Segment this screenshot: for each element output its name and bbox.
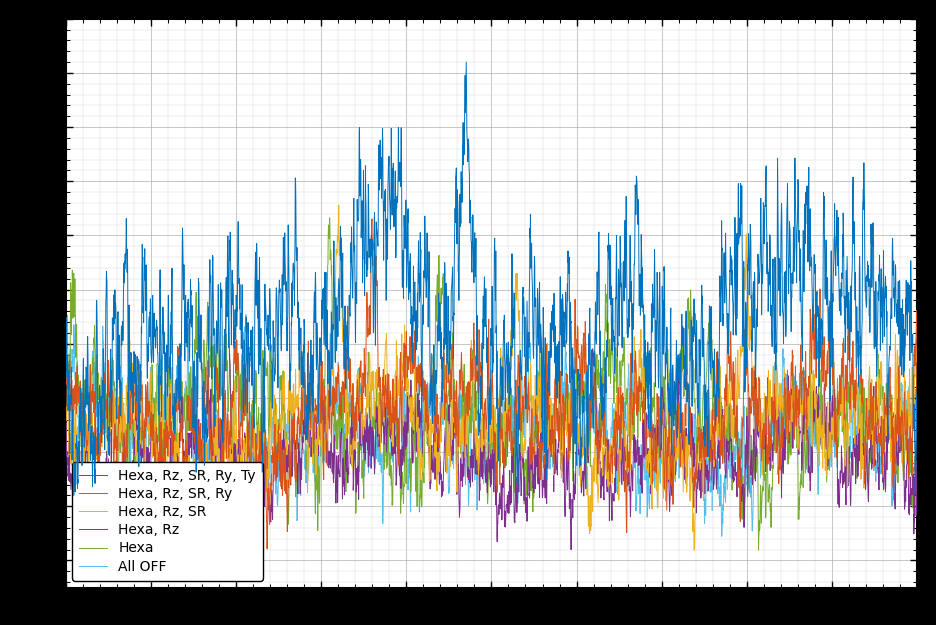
- Hexa, Rz, SR, Ry: [60, 439, 71, 446]
- All OFF: [60, 376, 71, 383]
- Hexa, Rz: [896, 405, 907, 412]
- Line: Hexa, Rz, SR: Hexa, Rz, SR: [66, 205, 917, 550]
- Line: Hexa, Rz, SR, Ry: Hexa, Rz, SR, Ry: [66, 217, 917, 549]
- Hexa, Rz, SR, Ry, Ty: [157, 330, 168, 338]
- Hexa: [804, 448, 815, 455]
- Hexa, Rz, SR, Ry, Ty: [912, 472, 923, 480]
- All OFF: [387, 458, 398, 466]
- All OFF: [804, 452, 815, 460]
- Hexa, Rz, SR: [912, 437, 923, 444]
- Line: Hexa, Rz, SR, Ry, Ty: Hexa, Rz, SR, Ry, Ty: [66, 62, 917, 503]
- Hexa: [157, 447, 168, 454]
- Hexa, Rz, SR: [387, 402, 398, 409]
- Hexa, Rz: [208, 474, 219, 481]
- Hexa, Rz, SR, Ry, Ty: [208, 288, 219, 296]
- Legend: Hexa, Rz, SR, Ry, Ty, Hexa, Rz, SR, Ry, Hexa, Rz, SR, Hexa, Rz, Hexa, All OFF: Hexa, Rz, SR, Ry, Ty, Hexa, Rz, SR, Ry, …: [72, 462, 263, 581]
- All OFF: [716, 532, 727, 540]
- Hexa, Rz, SR, Ry, Ty: [387, 211, 398, 219]
- Hexa, Rz, SR, Ry: [369, 214, 380, 221]
- Line: All OFF: All OFF: [66, 305, 917, 536]
- All OFF: [424, 386, 435, 393]
- Hexa, Rz, SR, Ry: [208, 394, 219, 402]
- Hexa, Rz, SR: [208, 452, 219, 459]
- Hexa: [912, 481, 923, 488]
- Hexa: [387, 497, 398, 504]
- Hexa, Rz, SR, Ry, Ty: [804, 256, 815, 264]
- All OFF: [157, 424, 168, 432]
- Hexa, Rz, SR: [896, 418, 907, 426]
- Hexa, Rz: [912, 484, 923, 491]
- Hexa, Rz: [804, 463, 815, 471]
- All OFF: [60, 301, 71, 309]
- Hexa, Rz: [424, 478, 435, 486]
- Line: Hexa, Rz: Hexa, Rz: [66, 282, 917, 555]
- Hexa, Rz, SR, Ry, Ty: [512, 499, 523, 507]
- Hexa: [753, 546, 764, 554]
- Hexa, Rz, SR: [333, 201, 344, 209]
- Hexa, Rz, SR, Ry, Ty: [60, 442, 71, 450]
- All OFF: [912, 455, 923, 462]
- Hexa, Rz, SR, Ry: [261, 545, 272, 552]
- Hexa, Rz, SR, Ry: [388, 396, 399, 403]
- All OFF: [896, 379, 907, 386]
- Hexa, Rz, SR, Ry, Ty: [461, 58, 472, 66]
- Hexa, Rz: [60, 492, 71, 499]
- Line: Hexa: Hexa: [66, 218, 917, 550]
- Hexa, Rz, SR, Ry: [424, 392, 435, 400]
- Hexa, Rz, SR: [689, 546, 700, 554]
- Hexa: [60, 439, 71, 446]
- Hexa, Rz, SR: [157, 426, 168, 434]
- Hexa, Rz, SR, Ry: [157, 461, 168, 469]
- Hexa, Rz, SR, Ry: [912, 438, 923, 446]
- Hexa: [896, 410, 907, 418]
- All OFF: [208, 442, 219, 449]
- Hexa, Rz, SR: [804, 400, 815, 408]
- Hexa, Rz, SR, Ry, Ty: [423, 248, 434, 256]
- Hexa: [324, 214, 335, 222]
- Hexa, Rz, SR: [60, 448, 71, 455]
- Hexa: [208, 363, 219, 371]
- Hexa, Rz: [157, 484, 168, 492]
- Hexa, Rz, SR, Ry, Ty: [896, 304, 907, 312]
- Hexa: [424, 445, 435, 452]
- Hexa, Rz: [221, 278, 232, 286]
- Hexa, Rz, SR, Ry: [896, 431, 907, 439]
- Hexa, Rz: [124, 551, 135, 559]
- Hexa, Rz: [388, 423, 399, 431]
- Hexa, Rz, SR: [424, 478, 435, 485]
- Hexa, Rz, SR, Ry: [804, 382, 815, 390]
